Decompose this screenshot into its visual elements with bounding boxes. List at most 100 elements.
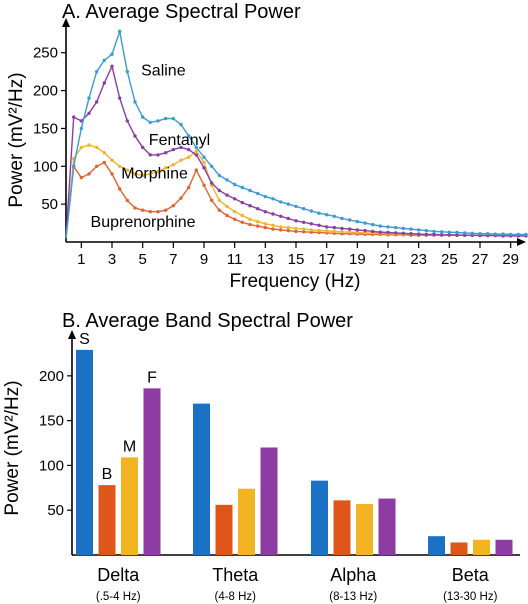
- data-point-morphine: [118, 164, 122, 168]
- series-line-fentanyl: [65, 64, 526, 239]
- bar-delta-s: [76, 349, 93, 555]
- data-point-buprenorphine: [294, 229, 298, 234]
- data-point-fentanyl: [164, 151, 168, 155]
- panel-a-x-tick-label: 15: [288, 251, 305, 268]
- data-point-fentanyl: [325, 225, 329, 229]
- data-point-morphine: [156, 169, 160, 174]
- data-point-morphine: [340, 230, 344, 234]
- data-point-saline: [87, 96, 91, 100]
- bar-alpha-m: [356, 503, 373, 555]
- data-point-saline: [424, 228, 428, 233]
- data-point-fentanyl: [432, 232, 436, 237]
- data-point-fentanyl: [187, 147, 191, 152]
- data-point-buprenorphine: [125, 198, 129, 203]
- bar-theta-f: [260, 447, 278, 555]
- panel-b-y-axis-title: Power (mV²/Hz): [2, 380, 23, 515]
- data-point-fentanyl: [302, 220, 306, 224]
- data-point-buprenorphine: [118, 187, 122, 191]
- panel-a-y-tick-label: 200: [33, 83, 58, 100]
- data-point-saline: [440, 230, 444, 234]
- data-point-buprenorphine: [164, 208, 168, 212]
- panel-a-x-tick-label: 23: [410, 251, 427, 268]
- data-point-fentanyl: [194, 153, 198, 157]
- data-point-saline: [217, 173, 221, 178]
- data-point-fentanyl: [455, 233, 459, 237]
- data-point-fentanyl: [72, 115, 76, 119]
- panel-a-x-tick-label: 27: [472, 251, 489, 268]
- data-point-saline: [194, 145, 198, 150]
- data-point-saline: [171, 116, 175, 121]
- data-point-morphine: [225, 204, 229, 209]
- data-point-buprenorphine: [102, 160, 107, 165]
- data-point-buprenorphine: [141, 208, 145, 212]
- data-point-fentanyl: [240, 200, 244, 205]
- series-label-saline: Saline: [141, 62, 186, 79]
- bar-alpha-s: [311, 480, 328, 555]
- data-point-fentanyl: [440, 233, 444, 237]
- panel-a-y-axis-arrow: [62, 18, 70, 27]
- data-point-saline: [225, 178, 229, 182]
- data-point-buprenorphine: [133, 206, 137, 210]
- data-point-saline: [486, 232, 490, 236]
- data-point-morphine: [317, 228, 321, 233]
- data-point-fentanyl: [378, 230, 382, 234]
- panel-a-y-tick-label: 50: [41, 196, 58, 213]
- data-point-fentanyl: [95, 100, 99, 104]
- data-point-saline: [164, 116, 168, 121]
- data-point-morphine: [95, 145, 99, 150]
- data-point-buprenorphine: [210, 198, 214, 203]
- data-point-saline: [325, 213, 329, 217]
- category-label: Theta: [212, 565, 259, 585]
- data-point-saline: [233, 182, 237, 187]
- data-point-buprenorphine: [302, 230, 306, 234]
- data-point-buprenorphine: [187, 185, 191, 190]
- data-point-saline: [125, 69, 129, 74]
- panel-a-title: A. Average Spectral Power: [62, 1, 301, 23]
- data-point-saline: [371, 222, 375, 227]
- data-point-saline: [348, 218, 352, 222]
- data-point-fentanyl: [409, 232, 413, 236]
- data-point-fentanyl: [417, 232, 421, 236]
- data-point-saline: [332, 214, 336, 218]
- data-point-fentanyl: [340, 226, 344, 231]
- data-point-saline: [401, 226, 405, 231]
- data-point-fentanyl: [348, 227, 352, 231]
- bar-tag-m: M: [123, 438, 136, 455]
- panel-a-x-tick-label: 19: [349, 251, 366, 268]
- data-point-fentanyl: [286, 216, 290, 221]
- data-point-fentanyl: [332, 225, 336, 230]
- panel-a-x-tick-label: 7: [169, 251, 177, 268]
- data-point-fentanyl: [355, 228, 359, 232]
- series-label-buprenorphine: Buprenorphine: [91, 214, 196, 231]
- data-point-saline: [524, 232, 528, 237]
- category-sublabel: (.5-4 Hz): [96, 591, 141, 603]
- data-point-saline: [317, 211, 321, 215]
- data-point-morphine: [217, 198, 221, 203]
- data-point-saline: [363, 221, 367, 225]
- data-point-saline: [394, 225, 398, 230]
- bar-beta-s: [428, 536, 445, 555]
- data-point-fentanyl: [317, 223, 321, 227]
- panel-b-y-tick-label: 150: [39, 413, 64, 430]
- data-point-morphine: [294, 226, 298, 231]
- data-point-fentanyl: [79, 119, 84, 123]
- data-point-morphine: [286, 225, 290, 230]
- data-point-fentanyl: [386, 230, 390, 235]
- panel-b-y-tick-label: 50: [47, 502, 64, 519]
- data-point-morphine: [171, 163, 175, 167]
- data-point-saline: [118, 29, 122, 34]
- bar-tag-s: S: [79, 331, 90, 348]
- data-point-fentanyl: [118, 96, 122, 100]
- data-point-saline: [240, 185, 244, 190]
- category-sublabel: (13-30 Hz): [443, 591, 497, 603]
- data-point-morphine: [194, 149, 198, 153]
- data-point-saline: [470, 231, 474, 235]
- category-sublabel: (4-8 Hz): [214, 591, 256, 603]
- data-point-buprenorphine: [217, 208, 221, 212]
- data-point-saline: [378, 224, 382, 228]
- data-point-saline: [110, 52, 114, 56]
- data-point-saline: [133, 100, 137, 104]
- data-point-morphine: [240, 213, 244, 218]
- data-point-buprenorphine: [95, 164, 99, 168]
- data-point-saline: [302, 207, 306, 211]
